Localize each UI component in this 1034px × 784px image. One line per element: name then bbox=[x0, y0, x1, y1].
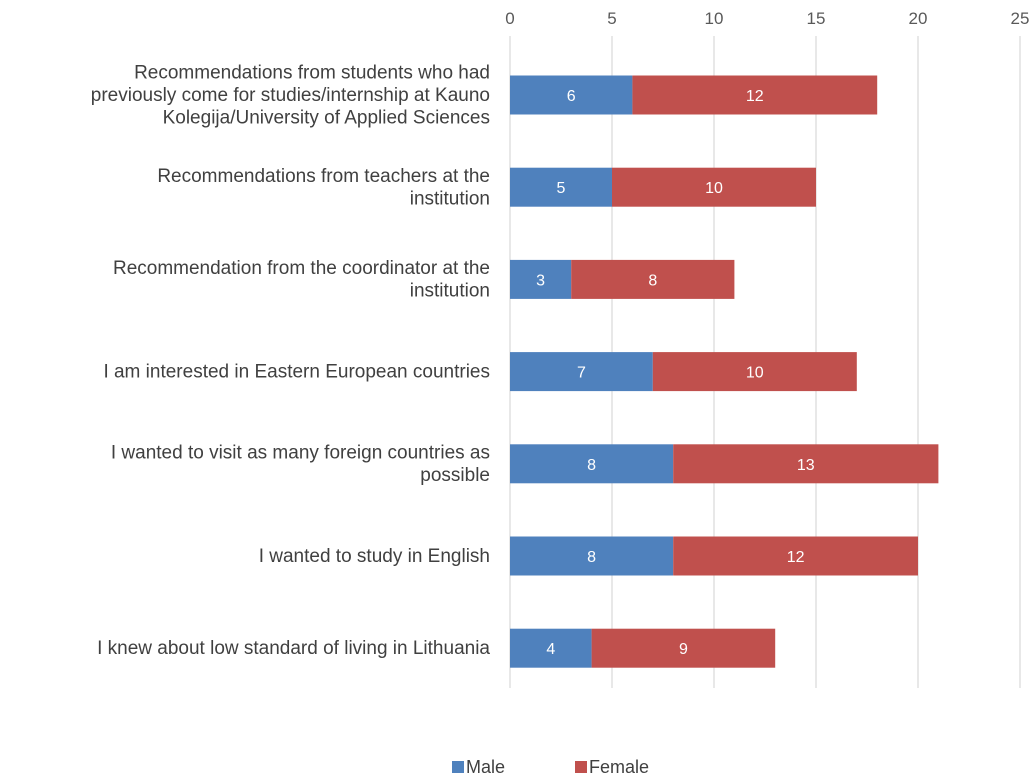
category-labels: Recommendations from students who hadpre… bbox=[91, 63, 491, 660]
bar-male bbox=[510, 167, 612, 207]
x-tick-label: 20 bbox=[909, 9, 928, 28]
bar-male bbox=[510, 536, 674, 576]
x-axis-ticks: 0 5 10 15 20 25 bbox=[505, 9, 1029, 28]
bar-female bbox=[652, 352, 857, 392]
category-label: possible bbox=[420, 465, 490, 486]
legend-label: Male bbox=[466, 757, 505, 777]
data-label: 10 bbox=[746, 365, 764, 382]
x-tick-label: 0 bbox=[505, 9, 514, 28]
data-label: 12 bbox=[787, 549, 805, 566]
category-label: Recommendation from the coordinator at t… bbox=[113, 258, 490, 279]
bar-male bbox=[510, 444, 674, 484]
bar-female bbox=[612, 167, 816, 207]
legend-swatch-female bbox=[575, 761, 587, 773]
x-tick-label: 5 bbox=[607, 9, 616, 28]
data-label: 5 bbox=[557, 180, 566, 197]
bar-female bbox=[632, 75, 878, 115]
data-label: 13 bbox=[797, 457, 815, 474]
category-label: institution bbox=[410, 281, 490, 302]
data-label: 8 bbox=[587, 549, 596, 566]
data-label: 10 bbox=[705, 180, 723, 197]
data-label: 8 bbox=[587, 457, 596, 474]
category-label: Recommendations from teachers at the bbox=[157, 166, 490, 187]
x-tick-label: 15 bbox=[807, 9, 826, 28]
bar-female bbox=[591, 628, 776, 668]
category-label: Kolegija/University of Applied Sciences bbox=[163, 108, 490, 129]
bar-female bbox=[571, 259, 735, 299]
data-label: 6 bbox=[567, 88, 576, 105]
category-label: Recommendations from students who had bbox=[134, 63, 490, 84]
bars: 6 12 5 10 3 8 7 10 8 13 8 12 4 9 bbox=[510, 75, 939, 668]
bar-male bbox=[510, 259, 572, 299]
bar-female bbox=[673, 444, 939, 484]
data-label: 8 bbox=[648, 272, 657, 289]
data-label: 4 bbox=[546, 641, 555, 658]
data-label: 7 bbox=[577, 365, 586, 382]
category-label: institution bbox=[410, 188, 490, 209]
bar-male bbox=[510, 628, 592, 668]
x-tick-label: 10 bbox=[705, 9, 724, 28]
category-label: previously come for studies/internship a… bbox=[91, 85, 490, 106]
category-label: I knew about low standard of living in L… bbox=[97, 638, 490, 659]
x-tick-label: 25 bbox=[1011, 9, 1030, 28]
data-label: 9 bbox=[679, 641, 688, 658]
legend-swatch-male bbox=[452, 761, 464, 773]
category-label: I am interested in Eastern European coun… bbox=[103, 362, 490, 383]
bar-male bbox=[510, 75, 633, 115]
bar-female bbox=[673, 536, 918, 576]
data-label: 3 bbox=[536, 272, 545, 289]
legend-label: Female bbox=[589, 757, 649, 777]
category-label: I wanted to visit as many foreign countr… bbox=[111, 443, 490, 464]
data-label: 12 bbox=[746, 88, 764, 105]
legend: Male Female bbox=[452, 757, 649, 777]
category-label: I wanted to study in English bbox=[259, 546, 490, 567]
bar-male bbox=[510, 352, 653, 392]
